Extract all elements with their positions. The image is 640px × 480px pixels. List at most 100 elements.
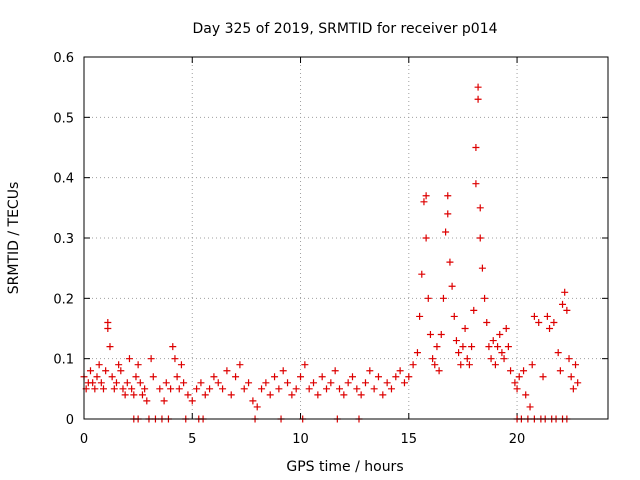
data-point: [433, 343, 441, 351]
data-point: [446, 258, 454, 266]
data-point: [420, 198, 428, 206]
data-point: [97, 379, 105, 387]
data-point: [413, 349, 421, 357]
data-point: [504, 343, 512, 351]
data-point: [409, 361, 417, 369]
data-point: [452, 337, 460, 345]
data-point: [422, 192, 430, 200]
data-point: [515, 373, 523, 381]
data-point: [266, 391, 274, 399]
data-point: [115, 361, 123, 369]
data-point: [500, 355, 508, 363]
data-point: [448, 282, 456, 290]
data-point: [160, 397, 168, 405]
data-point: [511, 379, 519, 387]
data-point: [175, 385, 183, 393]
data-point: [478, 264, 486, 272]
data-point: [437, 331, 445, 339]
data-point: [292, 385, 300, 393]
data-point: [249, 397, 257, 405]
data-point: [472, 180, 480, 188]
data-point: [485, 343, 493, 351]
x-tick-label: 10: [292, 432, 309, 447]
data-point: [468, 343, 476, 351]
data-point: [297, 373, 305, 381]
data-point: [288, 391, 296, 399]
data-point: [331, 367, 339, 375]
data-point: [522, 391, 530, 399]
data-point: [86, 367, 94, 375]
data-point: [416, 312, 424, 320]
data-point: [177, 361, 185, 369]
y-tick-label: 0: [66, 413, 74, 428]
data-point: [483, 318, 491, 326]
x-axis-label: GPS time / hours: [286, 459, 403, 475]
data-point: [236, 361, 244, 369]
data-point: [463, 355, 471, 363]
data-point: [156, 385, 164, 393]
data-point: [502, 325, 510, 332]
data-point: [426, 331, 434, 339]
y-tick-label: 0.1: [53, 353, 74, 368]
data-point: [121, 391, 129, 399]
data-point: [262, 379, 270, 387]
data-point: [470, 306, 478, 314]
data-point: [444, 210, 452, 218]
data-point: [526, 403, 534, 411]
data-point: [400, 379, 408, 387]
data-point: [476, 204, 484, 212]
data-point: [301, 361, 309, 369]
data-point: [498, 349, 506, 357]
data-point: [561, 288, 569, 296]
data-point: [422, 234, 430, 242]
data-point: [487, 355, 495, 363]
data-point: [171, 355, 179, 363]
data-point: [128, 385, 136, 393]
data-point: [550, 318, 558, 326]
data-point: [348, 373, 356, 381]
data-point: [99, 385, 107, 393]
data-point: [271, 373, 279, 381]
data-point: [112, 379, 120, 387]
data-point: [459, 343, 467, 351]
data-point: [574, 379, 582, 387]
x-tick-label: 20: [509, 432, 526, 447]
data-point: [223, 367, 231, 375]
data-point: [284, 379, 292, 387]
data-point: [439, 294, 447, 302]
data-point: [494, 343, 502, 351]
grid-lines: [84, 57, 608, 419]
data-point: [535, 318, 543, 326]
data-point: [253, 403, 261, 411]
x-tick-label: 5: [188, 432, 196, 447]
data-point: [197, 379, 205, 387]
data-point: [219, 385, 227, 393]
data-point: [418, 270, 426, 278]
data-point: [117, 367, 125, 375]
data-point: [210, 373, 218, 381]
data-point: [472, 144, 480, 151]
data-point: [119, 385, 127, 393]
data-point: [554, 349, 562, 357]
data-point: [392, 373, 400, 381]
data-point: [180, 379, 188, 387]
data-point: [310, 379, 318, 387]
axis-ticks: 0 0.1 0.2 0.3 0.4 0.5 0.6 0 5 10 15 20: [53, 51, 608, 447]
data-point: [474, 83, 482, 91]
x-tick-label: 0: [80, 432, 88, 447]
data-point: [405, 373, 413, 381]
data-point: [130, 391, 138, 399]
data-point: [461, 325, 469, 332]
data-points: [80, 83, 582, 423]
data-point: [565, 355, 573, 363]
data-point: [138, 391, 146, 399]
data-point: [543, 312, 551, 320]
data-point: [546, 325, 554, 332]
data-point: [108, 373, 116, 381]
data-point: [528, 361, 536, 369]
data-point: [132, 373, 140, 381]
data-point: [95, 361, 103, 369]
data-point: [340, 391, 348, 399]
data-point: [387, 385, 395, 393]
data-point: [567, 373, 575, 381]
